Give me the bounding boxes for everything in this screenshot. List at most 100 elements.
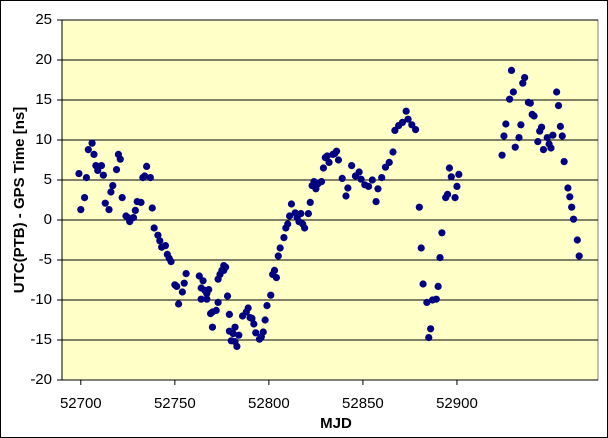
point bbox=[342, 192, 350, 200]
point bbox=[167, 258, 175, 266]
point bbox=[553, 88, 561, 96]
point bbox=[445, 164, 454, 172]
point bbox=[332, 147, 341, 155]
point bbox=[526, 99, 534, 107]
point bbox=[285, 212, 294, 220]
y-tick-label: -20 bbox=[30, 371, 52, 388]
point bbox=[453, 182, 461, 190]
point bbox=[432, 295, 440, 303]
plot-area bbox=[61, 19, 599, 381]
point bbox=[231, 323, 239, 331]
point bbox=[88, 139, 96, 147]
point bbox=[301, 224, 309, 232]
point bbox=[252, 329, 260, 337]
y-tick-label: -5 bbox=[39, 251, 52, 268]
point bbox=[182, 270, 190, 278]
point bbox=[385, 158, 393, 166]
point bbox=[259, 328, 267, 336]
point bbox=[233, 342, 241, 350]
point bbox=[539, 146, 548, 154]
point bbox=[141, 172, 149, 180]
x-tick-label: 52800 bbox=[248, 395, 290, 412]
point bbox=[355, 168, 363, 176]
point bbox=[77, 206, 85, 214]
point bbox=[534, 138, 542, 146]
point bbox=[357, 175, 365, 183]
point bbox=[244, 304, 252, 312]
point bbox=[274, 252, 282, 260]
point bbox=[276, 244, 284, 252]
x-tick-label: 52900 bbox=[436, 395, 478, 412]
x-tick-label: 52750 bbox=[154, 395, 196, 412]
y-tick-label: 20 bbox=[35, 51, 52, 68]
point bbox=[235, 331, 243, 339]
point bbox=[208, 323, 217, 331]
point bbox=[323, 152, 331, 160]
point bbox=[80, 194, 89, 202]
point bbox=[498, 151, 506, 159]
point bbox=[214, 298, 222, 306]
point bbox=[154, 231, 162, 239]
point bbox=[434, 282, 442, 290]
point bbox=[205, 286, 213, 294]
point bbox=[404, 115, 412, 123]
point bbox=[178, 288, 186, 296]
point bbox=[248, 314, 256, 322]
point bbox=[517, 121, 525, 129]
x-tick-label: 52850 bbox=[342, 395, 384, 412]
point bbox=[443, 190, 452, 198]
point bbox=[180, 279, 188, 287]
point bbox=[105, 206, 113, 214]
point bbox=[569, 215, 578, 223]
point bbox=[502, 120, 510, 128]
point bbox=[84, 146, 92, 154]
y-tick-label: 5 bbox=[44, 171, 52, 188]
point bbox=[334, 156, 343, 164]
y-axis-title: UTC(PTB) - GPS Time [ns] bbox=[11, 107, 28, 293]
x-axis-title: MJD bbox=[320, 415, 352, 432]
point bbox=[451, 194, 459, 202]
point bbox=[338, 174, 346, 182]
point bbox=[427, 325, 435, 333]
point bbox=[250, 320, 258, 328]
point bbox=[530, 112, 538, 120]
point bbox=[575, 252, 583, 260]
point bbox=[507, 66, 516, 74]
point bbox=[267, 291, 275, 299]
point bbox=[368, 176, 376, 184]
point bbox=[129, 214, 138, 222]
point bbox=[306, 198, 314, 206]
point bbox=[549, 131, 557, 139]
point bbox=[566, 193, 574, 201]
point bbox=[148, 204, 156, 212]
point bbox=[263, 302, 271, 310]
point bbox=[515, 134, 523, 142]
y-tick-label: 25 bbox=[35, 11, 52, 28]
point bbox=[374, 185, 382, 193]
point bbox=[411, 126, 420, 134]
y-tick-label: 0 bbox=[44, 211, 52, 228]
point bbox=[304, 210, 312, 218]
point bbox=[175, 300, 183, 308]
point bbox=[537, 123, 546, 131]
point bbox=[425, 334, 433, 342]
point bbox=[203, 295, 211, 303]
point bbox=[107, 188, 115, 196]
point bbox=[197, 295, 205, 303]
point bbox=[560, 158, 568, 166]
point bbox=[509, 88, 517, 96]
y-tick-label: 10 bbox=[35, 131, 52, 148]
x-tick-label: 52700 bbox=[60, 395, 102, 412]
point bbox=[319, 164, 328, 172]
point bbox=[161, 242, 170, 250]
point bbox=[564, 184, 572, 192]
point bbox=[389, 148, 397, 156]
point bbox=[436, 254, 444, 262]
point bbox=[447, 173, 455, 181]
point bbox=[558, 132, 566, 140]
point bbox=[372, 198, 380, 206]
point bbox=[556, 122, 564, 130]
point bbox=[212, 306, 220, 314]
y-tick-label: -15 bbox=[30, 331, 52, 348]
point bbox=[90, 150, 98, 158]
